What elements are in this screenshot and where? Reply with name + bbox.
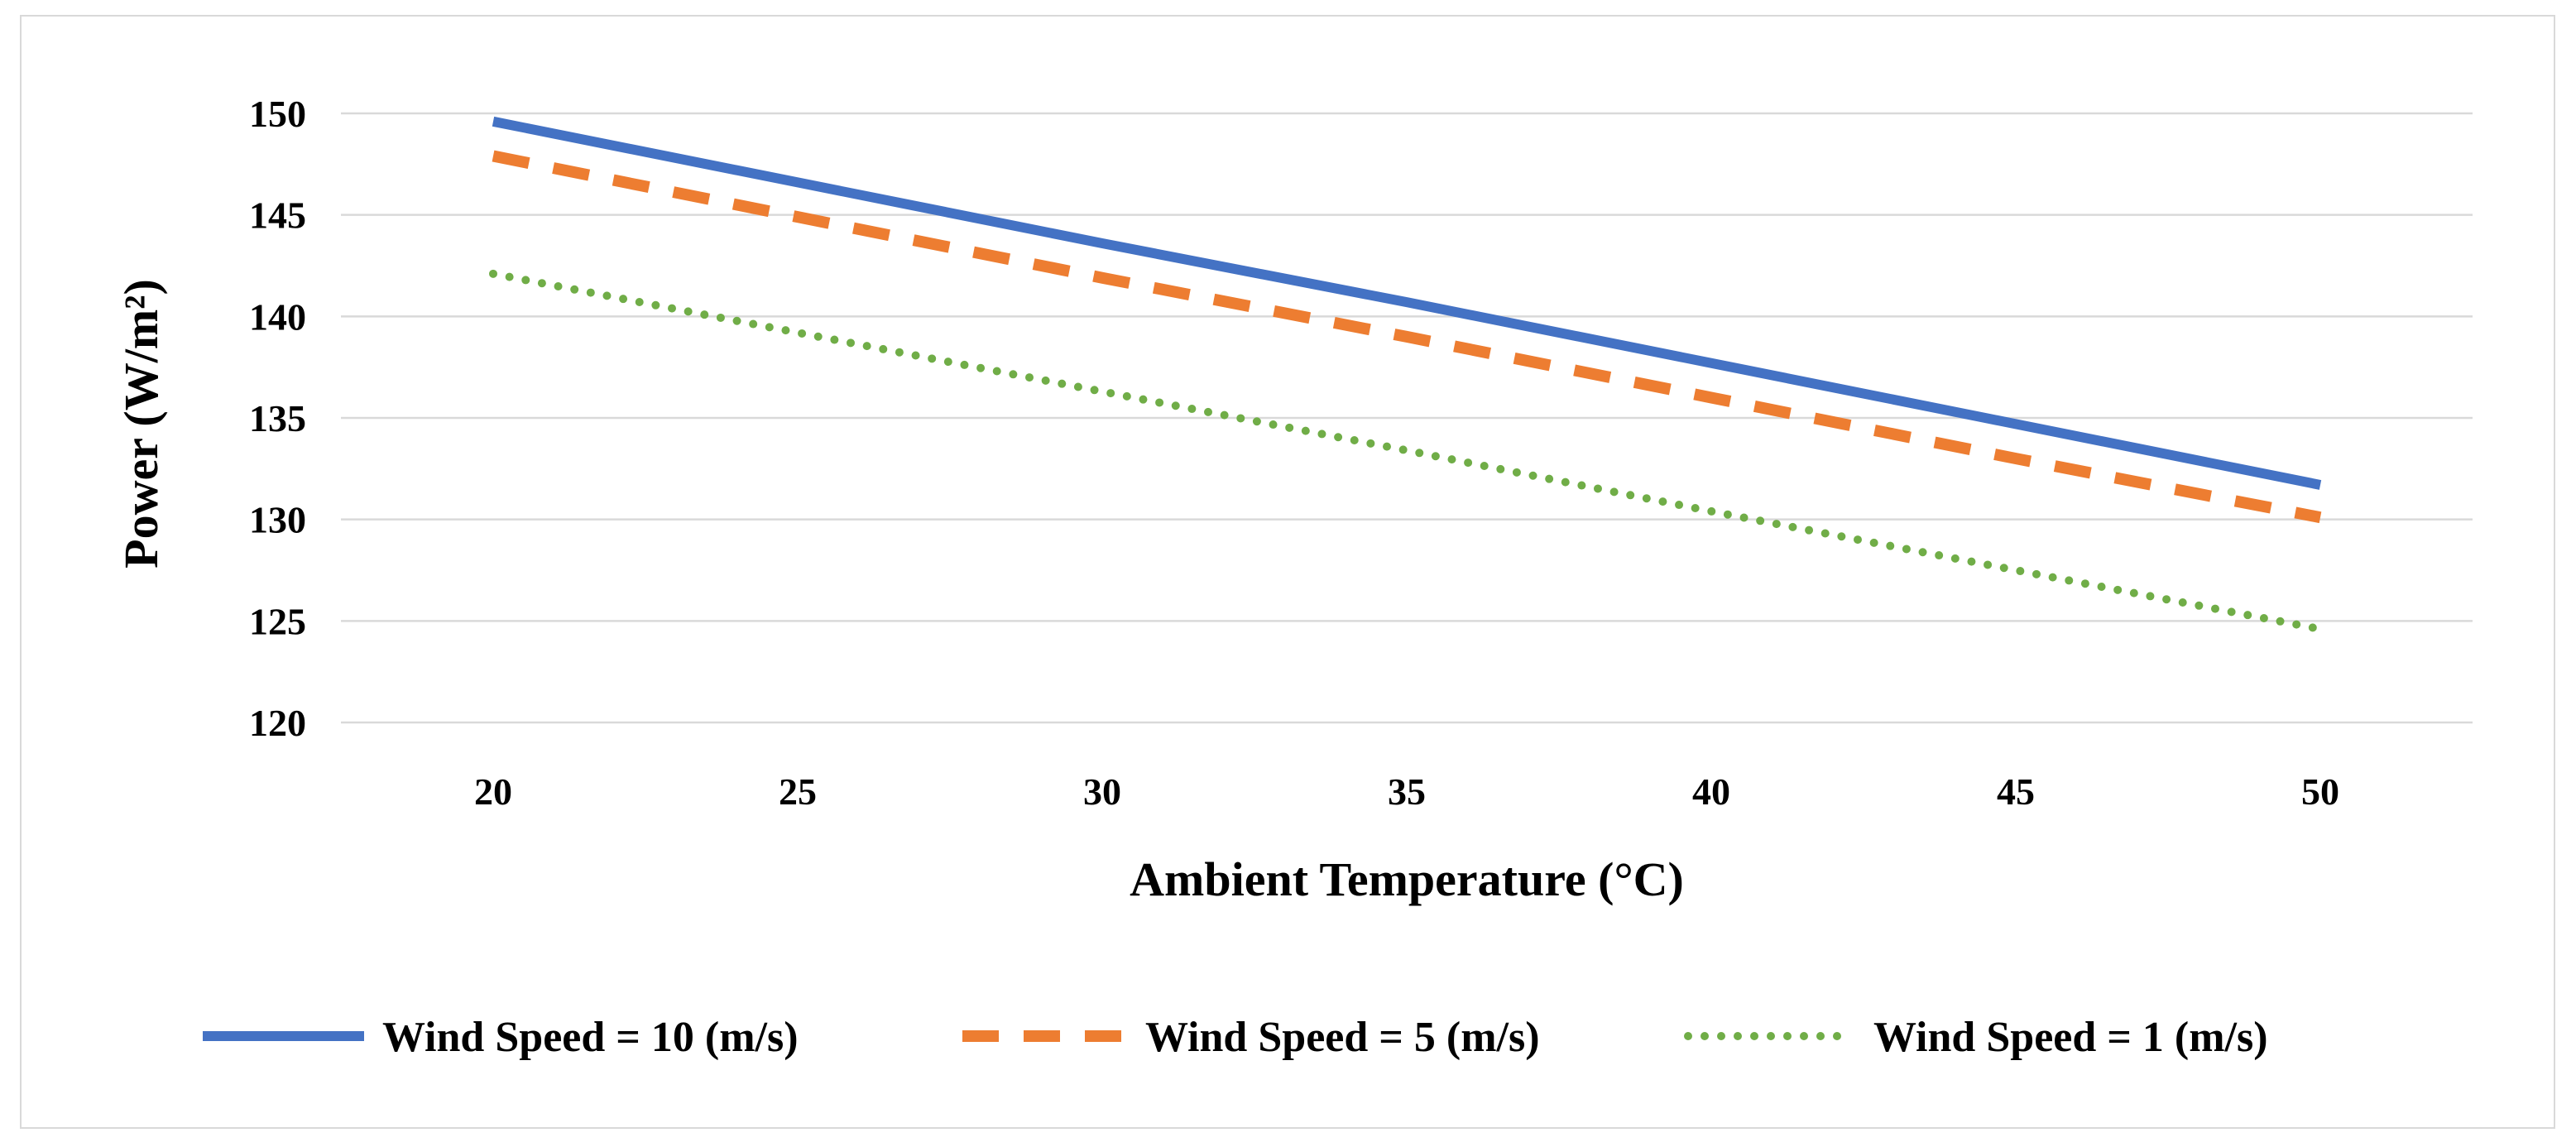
grid-lines [341, 112, 2473, 724]
legend-label-2: Wind Speed = 5 (m/s) [1145, 1014, 1540, 1061]
series-lines [489, 116, 2324, 634]
x-tick-label: 25 [779, 770, 817, 813]
chart-frame [20, 15, 2555, 1129]
x-tick-label: 50 [2301, 770, 2339, 813]
series-line-2 [492, 150, 2322, 524]
y-tick-label: 150 [249, 93, 306, 135]
x-tick-label: 20 [474, 770, 512, 813]
legend: Wind Speed = 10 (m/s) Wind Speed = 5 (m/s… [203, 1014, 2268, 1061]
x-tick-label: 40 [1692, 770, 1730, 813]
y-tick-label: 130 [249, 499, 306, 541]
y-tick-label: 140 [249, 295, 306, 338]
series-line-3 [489, 269, 2324, 634]
legend-label-1: Wind Speed = 10 (m/s) [382, 1014, 799, 1061]
x-axis-ticks: 20 25 30 35 40 45 50 [474, 770, 2339, 813]
x-tick-label: 45 [1997, 770, 2035, 813]
y-tick-label: 120 [249, 702, 306, 744]
y-axis-title: Power (W/m²) [114, 279, 168, 569]
legend-label-3: Wind Speed = 1 (m/s) [1873, 1014, 2268, 1061]
x-tick-label: 30 [1083, 770, 1121, 813]
y-tick-label: 125 [249, 600, 306, 642]
series-line-1 [492, 116, 2322, 490]
x-tick-label: 35 [1388, 770, 1426, 813]
y-tick-label: 145 [249, 194, 306, 237]
y-axis-ticks: 120 125 130 135 140 145 150 [249, 93, 306, 744]
y-tick-label: 135 [249, 397, 306, 439]
x-axis-title: Ambient Temperature (°C) [1130, 852, 1684, 906]
